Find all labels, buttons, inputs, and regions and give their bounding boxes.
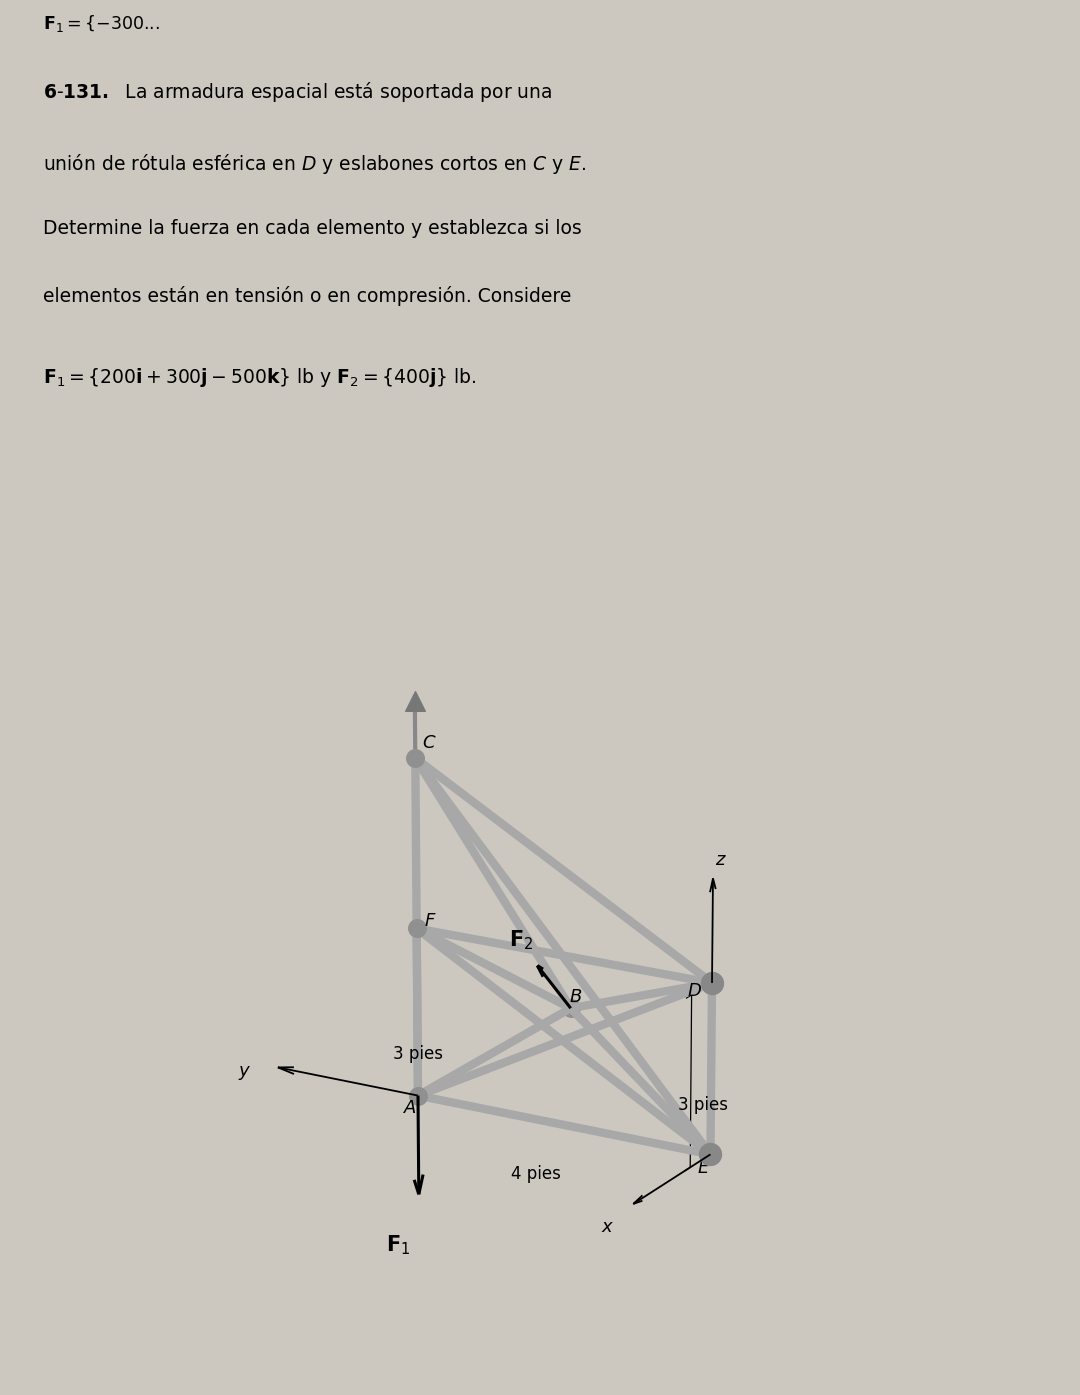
Text: $\mathbf{F}_1 = \{-$300...: $\mathbf{F}_1 = \{-$300... [43,14,160,35]
Text: $\mathbf{6\text{-}131.}$  La armadura espacial está soportada por una: $\mathbf{6\text{-}131.}$ La armadura esp… [43,81,553,105]
Text: elementos están en tensión o en compresión. Considere: elementos están en tensión o en compresi… [43,286,571,306]
Text: Determine la fuerza en cada elemento y establezca si los: Determine la fuerza en cada elemento y e… [43,219,582,237]
Text: $\mathbf{F}_1 = \{200\mathbf{i} + 300\mathbf{j} - 500\mathbf{k}\}$ lb y $\mathbf: $\mathbf{F}_1 = \{200\mathbf{i} + 300\ma… [43,365,476,389]
Text: unión de rótula esférica en $D$ y eslabones cortos en $C$ y $E$.: unión de rótula esférica en $D$ y eslabo… [43,152,586,176]
